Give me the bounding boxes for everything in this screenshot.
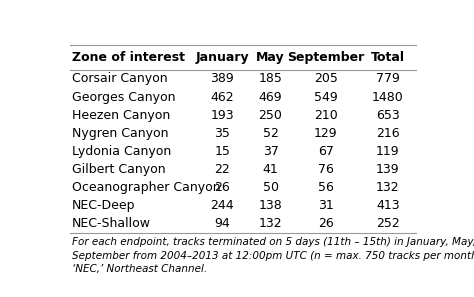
Text: 779: 779 [376, 72, 400, 86]
Text: 129: 129 [314, 127, 337, 140]
Text: Total: Total [371, 51, 405, 64]
Text: 1480: 1480 [372, 91, 404, 104]
Text: 76: 76 [318, 163, 334, 176]
Text: 244: 244 [210, 199, 234, 212]
Text: 205: 205 [314, 72, 338, 86]
Text: 41: 41 [263, 163, 278, 176]
Text: 132: 132 [376, 181, 400, 194]
Text: Zone of interest: Zone of interest [72, 51, 185, 64]
Text: 139: 139 [376, 163, 400, 176]
Text: 462: 462 [210, 91, 234, 104]
Text: 216: 216 [376, 127, 400, 140]
Text: 31: 31 [318, 199, 334, 212]
Text: Gilbert Canyon: Gilbert Canyon [72, 163, 166, 176]
Text: 250: 250 [259, 109, 283, 121]
Text: 413: 413 [376, 199, 400, 212]
Text: 26: 26 [318, 217, 334, 230]
Text: 210: 210 [314, 109, 337, 121]
Text: 193: 193 [210, 109, 234, 121]
Text: 653: 653 [376, 109, 400, 121]
Text: NEC-Deep: NEC-Deep [72, 199, 136, 212]
Text: 94: 94 [214, 217, 230, 230]
Text: 67: 67 [318, 145, 334, 158]
Text: 389: 389 [210, 72, 234, 86]
Text: Nygren Canyon: Nygren Canyon [72, 127, 169, 140]
Text: 50: 50 [263, 181, 279, 194]
Text: 56: 56 [318, 181, 334, 194]
Text: January: January [195, 51, 249, 64]
Text: 15: 15 [214, 145, 230, 158]
Text: 469: 469 [259, 91, 283, 104]
Text: Heezen Canyon: Heezen Canyon [72, 109, 170, 121]
Text: 119: 119 [376, 145, 400, 158]
Text: 37: 37 [263, 145, 279, 158]
Text: 132: 132 [259, 217, 283, 230]
Text: Oceanographer Canyon: Oceanographer Canyon [72, 181, 221, 194]
Text: 35: 35 [214, 127, 230, 140]
Text: Lydonia Canyon: Lydonia Canyon [72, 145, 172, 158]
Text: For each endpoint, tracks terminated on 5 days (11th – 15th) in January, May, an: For each endpoint, tracks terminated on … [72, 237, 474, 274]
Text: 252: 252 [376, 217, 400, 230]
Text: 185: 185 [259, 72, 283, 86]
Text: 26: 26 [214, 181, 230, 194]
Text: 22: 22 [214, 163, 230, 176]
Text: 52: 52 [263, 127, 279, 140]
Text: 549: 549 [314, 91, 337, 104]
Text: Georges Canyon: Georges Canyon [72, 91, 175, 104]
Text: 138: 138 [259, 199, 283, 212]
Text: Corsair Canyon: Corsair Canyon [72, 72, 168, 86]
Text: May: May [256, 51, 285, 64]
Text: NEC-Shallow: NEC-Shallow [72, 217, 151, 230]
Text: September: September [287, 51, 365, 64]
